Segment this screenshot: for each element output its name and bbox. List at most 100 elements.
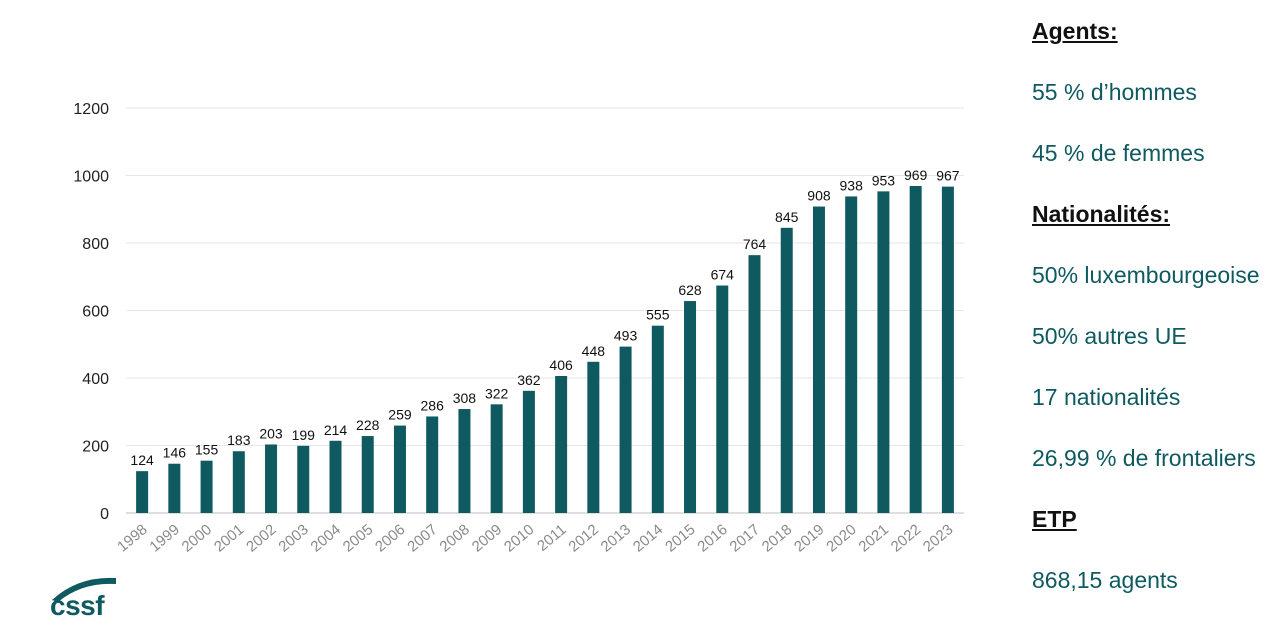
- x-tick-label: 2023: [920, 521, 956, 555]
- data-label: 674: [711, 267, 735, 283]
- bar: [232, 451, 245, 513]
- data-label: 628: [678, 282, 702, 298]
- y-axis-ticks: 0 200 400 600 800 1000 1200: [73, 101, 109, 523]
- data-label: 259: [388, 407, 412, 423]
- bar: [361, 436, 374, 513]
- x-tick-label: 2012: [565, 521, 601, 555]
- data-label: 969: [904, 167, 928, 183]
- nationalities-heading: Nationalités:: [1032, 201, 1171, 227]
- x-tick-label: 2016: [694, 521, 730, 555]
- data-label: 322: [485, 385, 509, 401]
- bar: [426, 416, 439, 513]
- x-tick-label: 2009: [469, 521, 505, 555]
- data-label: 203: [259, 425, 283, 441]
- bar: [651, 325, 664, 513]
- bar: [877, 191, 890, 514]
- data-label: 286: [421, 397, 445, 413]
- x-tick-label: 2022: [888, 521, 924, 555]
- y-tick-label: 800: [82, 236, 109, 253]
- bar: [845, 196, 858, 514]
- bar: [619, 346, 632, 513]
- agents-heading: Agents:: [1032, 18, 1118, 44]
- x-tick-label: 2010: [501, 521, 537, 555]
- x-tick-label: 2011: [534, 521, 570, 555]
- y-tick-label: 400: [82, 371, 109, 388]
- bar: [265, 444, 278, 513]
- x-tick-label: 2018: [759, 521, 795, 555]
- cssf-logo: cssf: [48, 572, 128, 622]
- data-label: 493: [614, 328, 638, 344]
- bars: [136, 185, 954, 514]
- logo-text: cssf: [50, 590, 105, 621]
- x-tick-label: 2015: [662, 521, 698, 555]
- bar: [200, 460, 213, 513]
- x-tick-label: 2007: [404, 521, 440, 555]
- x-tick-label: 2017: [727, 521, 763, 555]
- bar: [587, 361, 600, 513]
- bar: [941, 186, 954, 513]
- x-tick-label: 2020: [823, 521, 859, 555]
- x-tick-label: 2008: [437, 521, 473, 555]
- data-label: 555: [646, 307, 670, 323]
- x-tick-label: 2014: [630, 521, 666, 555]
- y-tick-label: 1000: [73, 169, 109, 186]
- bar-chart: 0 200 400 600 800 1000 1200 124 146 155 183 203 199…: [73, 101, 964, 556]
- data-label: 214: [324, 422, 348, 438]
- y-tick-label: 1200: [73, 101, 109, 118]
- data-label: 938: [840, 177, 864, 193]
- logo-swoosh-icon: [52, 577, 116, 602]
- bar: [297, 445, 310, 513]
- y-tick-label: 600: [82, 304, 109, 321]
- x-tick-label: 2021: [856, 521, 892, 555]
- women-share: 45 % de femmes: [1032, 140, 1205, 166]
- x-tick-label: 1998: [114, 521, 150, 555]
- x-tick-label: 1999: [146, 521, 182, 555]
- x-tick-label: 2013: [598, 521, 634, 555]
- data-label: 183: [227, 432, 251, 448]
- x-tick-label: 2002: [243, 521, 279, 555]
- other-eu-share: 50% autres UE: [1032, 323, 1187, 349]
- bar: [555, 375, 568, 513]
- data-label: 967: [936, 168, 960, 184]
- data-label: 155: [195, 442, 219, 458]
- x-tick-label: 2019: [791, 521, 827, 555]
- data-label: 124: [130, 452, 154, 468]
- bar: [136, 471, 149, 513]
- luxembourgish-share: 50% luxembourgeoise: [1032, 262, 1260, 288]
- bar: [329, 440, 342, 513]
- etp-heading: ETP: [1032, 506, 1077, 532]
- data-label: 308: [453, 390, 477, 406]
- data-label: 406: [549, 357, 573, 373]
- y-tick-label: 200: [82, 439, 109, 456]
- data-labels: 124 146 155 183 203 199 214 228 259 286 308 322 362 4…: [130, 167, 959, 468]
- x-axis-ticks: 1998199920002001200220032004200520062007…: [114, 521, 956, 555]
- data-label: 146: [163, 445, 187, 461]
- bar: [168, 463, 181, 513]
- data-label: 199: [292, 427, 316, 443]
- bar: [522, 390, 535, 513]
- x-tick-label: 2005: [340, 521, 376, 555]
- bar: [458, 409, 471, 513]
- bar: [490, 404, 503, 513]
- bar: [393, 425, 406, 513]
- cross-border-share: 26,99 % de frontaliers: [1032, 445, 1256, 471]
- bar: [780, 227, 793, 513]
- data-label: 228: [356, 417, 380, 433]
- etp-value: 868,15 agents: [1032, 567, 1178, 593]
- men-share: 55 % d’hommes: [1032, 79, 1197, 105]
- x-tick-label: 2004: [308, 521, 344, 555]
- data-label: 764: [743, 236, 767, 252]
- x-tick-label: 2000: [179, 521, 215, 555]
- bar: [716, 285, 729, 513]
- bar: [684, 301, 697, 513]
- data-label: 908: [807, 188, 831, 204]
- bar: [812, 206, 825, 514]
- y-tick-label: 0: [100, 506, 109, 523]
- nationalities-count: 17 nationalités: [1032, 384, 1181, 410]
- gridlines: [126, 107, 964, 514]
- bar: [909, 185, 922, 513]
- bar: [748, 255, 761, 513]
- data-label: 448: [582, 343, 606, 359]
- x-tick-label: 2001: [211, 521, 247, 555]
- data-label: 362: [517, 372, 541, 388]
